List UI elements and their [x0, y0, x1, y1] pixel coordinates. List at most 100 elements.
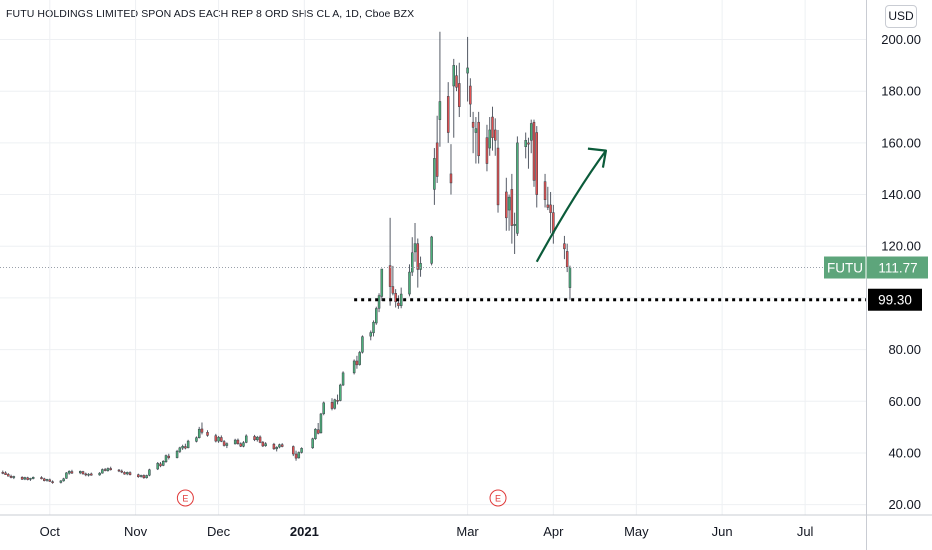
candle [549, 191, 552, 234]
candle-body [280, 444, 284, 447]
candle-body [142, 475, 146, 479]
candle [200, 422, 204, 435]
candle [51, 480, 54, 484]
candle [568, 265, 572, 300]
candle [408, 264, 411, 297]
candle-body [543, 181, 547, 200]
candle-body [336, 400, 339, 402]
candle [87, 473, 90, 477]
candle-body [51, 481, 54, 483]
candle [20, 476, 24, 480]
candle [70, 469, 74, 474]
candle-body [516, 142, 519, 234]
currency-button[interactable]: USD [885, 5, 917, 28]
candle [145, 474, 148, 479]
earnings-marker-circle [489, 489, 507, 507]
candle [485, 124, 489, 172]
candle-body [355, 360, 359, 366]
candle-body [139, 475, 143, 477]
candle-body [20, 477, 24, 480]
candle [496, 129, 500, 213]
candle-body [145, 475, 148, 479]
candle-body [471, 121, 475, 128]
candle-body [377, 295, 381, 309]
candle-body [488, 129, 491, 149]
candle-body [12, 476, 16, 478]
candle [466, 36, 469, 102]
candle-body [175, 450, 179, 458]
candle [361, 335, 364, 354]
candle-body [399, 293, 403, 306]
candle-body [9, 475, 13, 478]
candle [26, 476, 29, 481]
candle-body [339, 384, 342, 401]
y-tick-label: 40.00 [888, 445, 921, 460]
chart-grid [0, 0, 866, 515]
candle-body [120, 470, 123, 473]
y-tick-label: 180.00 [881, 84, 921, 99]
candle [225, 442, 229, 449]
candle [391, 265, 395, 296]
candle-body [220, 437, 223, 442]
candle-body [167, 455, 171, 458]
candle-body [394, 293, 397, 303]
candle-body [466, 67, 469, 74]
y-tick-label: 60.00 [888, 394, 921, 409]
candle-body [137, 474, 140, 478]
candle [399, 287, 403, 309]
candle [411, 237, 414, 276]
candle-body [4, 472, 7, 475]
candle-body [244, 435, 248, 443]
candle [516, 136, 519, 236]
candle-body [491, 116, 494, 138]
price-tag-value: 111.77 [878, 261, 917, 276]
candle-body [128, 472, 132, 475]
candle-body [70, 471, 74, 474]
candle [339, 383, 342, 402]
candle-body [411, 252, 414, 273]
candle-body [197, 428, 201, 438]
candle [388, 217, 392, 306]
candle-body [433, 158, 436, 190]
candle [137, 473, 140, 478]
candle-body [186, 440, 190, 449]
candlestick-series [1, 31, 572, 484]
candle [458, 62, 461, 118]
candle-body [159, 463, 162, 467]
candle-body [184, 446, 187, 449]
x-tick-label: Jul [797, 524, 814, 539]
candle [184, 443, 187, 450]
candle [494, 118, 497, 156]
candle-body [31, 477, 35, 479]
candle [186, 439, 190, 449]
candle [242, 441, 245, 448]
candle-body [156, 463, 159, 470]
candle [316, 423, 320, 435]
candle [535, 126, 539, 208]
earnings-marker-circle [176, 489, 194, 507]
chart-overlays [0, 147, 866, 302]
x-tick-label: Mar [456, 524, 479, 539]
candle [167, 453, 171, 460]
candle-body [419, 263, 422, 270]
candle-body [278, 444, 281, 448]
candle [319, 412, 323, 434]
candle [48, 478, 52, 482]
x-tick-label: 2021 [290, 524, 319, 539]
candle-body [181, 446, 184, 449]
candle [330, 398, 334, 411]
x-tick-label: Jun [712, 524, 733, 539]
candle-body [78, 471, 82, 474]
price-tags: FUTU 111.77 99.30 [824, 256, 928, 311]
candle [239, 442, 242, 448]
candle-body [84, 473, 88, 476]
candle [352, 359, 356, 375]
candle [449, 144, 453, 195]
candle-body [529, 123, 533, 141]
candle [40, 476, 43, 480]
candle-body [380, 268, 384, 297]
candle-body [294, 453, 298, 459]
y-tick-label: 120.00 [881, 239, 921, 254]
earnings-marker-label: E [182, 494, 188, 504]
